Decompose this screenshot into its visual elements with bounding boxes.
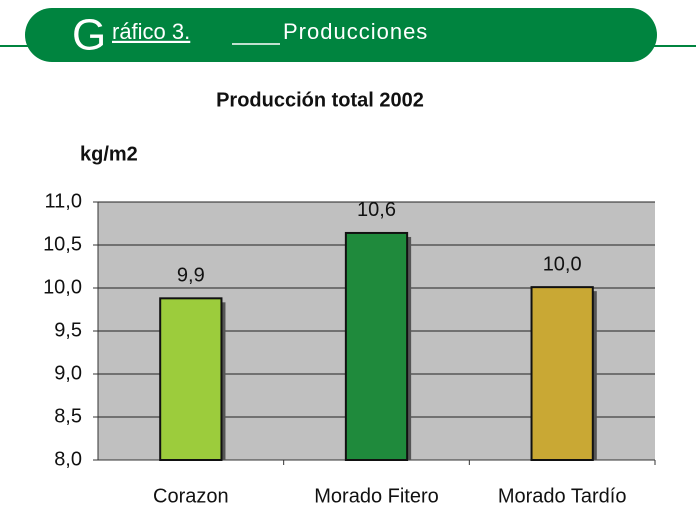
banner-label: ráfico 3. bbox=[112, 19, 190, 44]
bar bbox=[530, 286, 594, 462]
bar bbox=[159, 297, 223, 461]
y-tick-label: 9,0 bbox=[54, 362, 82, 384]
y-tick-label: 10,0 bbox=[43, 276, 82, 298]
banner bbox=[25, 8, 657, 62]
y-tick-label: 9,5 bbox=[54, 319, 82, 341]
bar bbox=[344, 231, 409, 461]
y-tick-label: 8,5 bbox=[54, 405, 82, 427]
y-axis-label: kg/m2 bbox=[80, 143, 138, 165]
y-tick-label: 8,0 bbox=[54, 448, 82, 470]
value-label: 10,6 bbox=[357, 199, 396, 221]
x-tick-label: Morado Fitero bbox=[314, 485, 439, 507]
banner-initial: G bbox=[72, 11, 106, 60]
x-tick-label: Morado Tardío bbox=[498, 485, 627, 507]
x-tick-label: Corazon bbox=[153, 485, 229, 507]
value-label: 10,0 bbox=[543, 253, 582, 275]
chart-title: Producción total 2002 bbox=[216, 89, 424, 111]
banner-title: Producciones bbox=[283, 19, 428, 44]
y-tick-label: 10,5 bbox=[43, 233, 82, 255]
y-tick-label: 11,0 bbox=[45, 190, 82, 212]
value-label: 9,9 bbox=[177, 265, 205, 287]
